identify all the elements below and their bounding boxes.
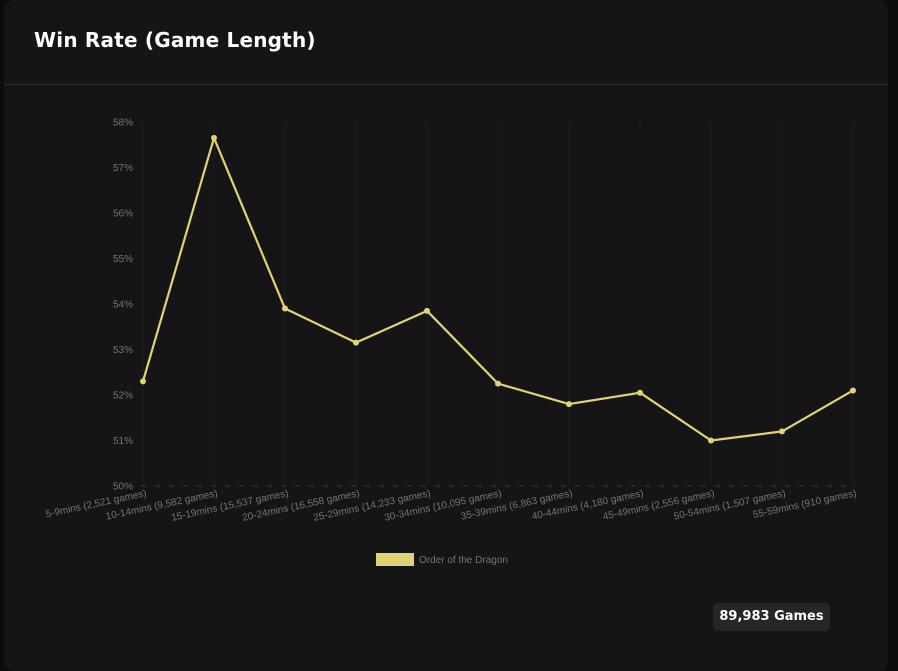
legend-swatch xyxy=(376,553,414,566)
header-divider xyxy=(4,84,888,85)
y-tick-label: 50% xyxy=(113,482,133,493)
data-point xyxy=(424,307,430,314)
data-point xyxy=(708,437,714,444)
data-point xyxy=(140,378,146,385)
data-point xyxy=(353,339,359,346)
card-title: Win Rate (Game Length) xyxy=(34,28,316,52)
win-rate-card: Win Rate (Game Length) 50% 51% 52% 53% 54% 55… xyxy=(4,0,888,671)
data-point xyxy=(211,134,217,141)
y-tick-label: 56% xyxy=(113,209,133,220)
y-tick-label: 58% xyxy=(113,118,133,129)
data-point xyxy=(779,428,785,435)
grid-lines xyxy=(142,122,854,486)
y-tick-label: 53% xyxy=(113,345,133,356)
data-point xyxy=(637,389,643,396)
win-rate-line-chart: 50%51%52%53%54%55%56%57%58%5-9mins (2,52… xyxy=(45,118,858,566)
y-tick-label: 51% xyxy=(113,436,133,447)
legend-label: Order of the Dragon xyxy=(419,555,508,566)
data-point xyxy=(850,387,856,394)
y-tick-label: 54% xyxy=(113,300,133,311)
data-point xyxy=(566,401,572,408)
legend: Order of the Dragon xyxy=(376,553,508,566)
y-tick-label: 57% xyxy=(113,163,133,174)
games-count-badge: 89,983 Games xyxy=(713,603,830,631)
y-tick-label: 55% xyxy=(113,254,133,265)
data-point xyxy=(495,380,501,387)
data-point xyxy=(282,305,288,312)
y-tick-label: 52% xyxy=(113,391,133,402)
